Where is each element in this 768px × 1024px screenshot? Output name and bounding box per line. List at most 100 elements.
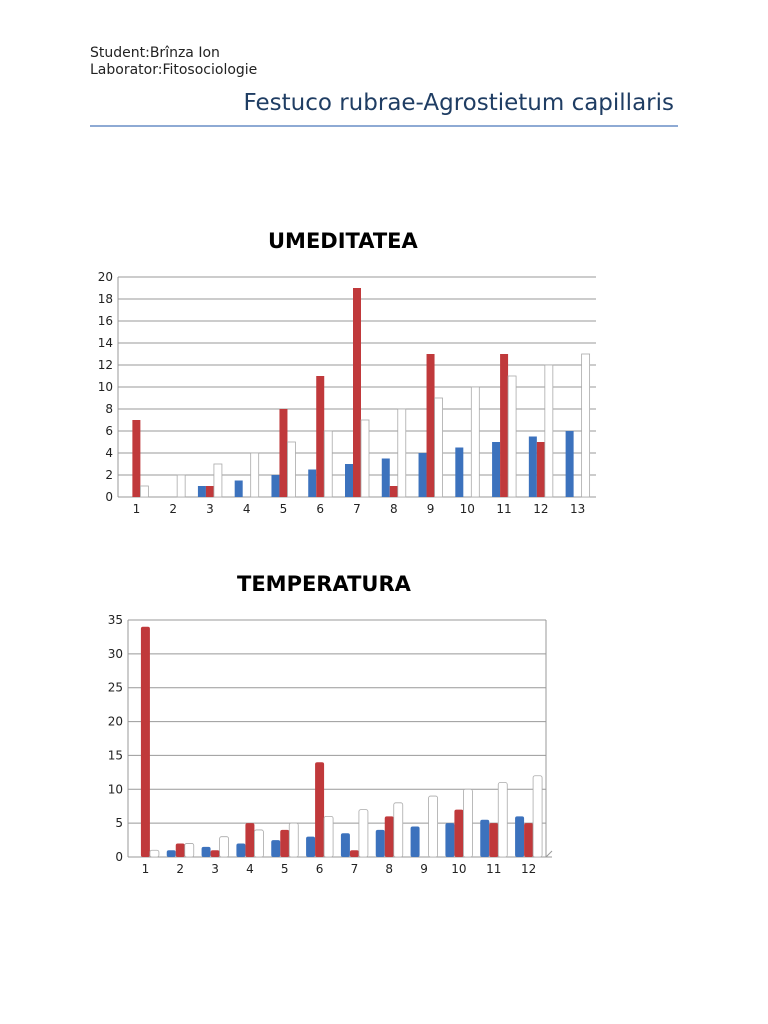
bar-series1 [197, 486, 206, 497]
x-tick-label: 8 [390, 502, 398, 516]
bar-series1 [418, 453, 427, 497]
bar-series3 [428, 795, 438, 858]
x-tick-label: 11 [496, 502, 511, 516]
bar-series1 [201, 846, 211, 857]
y-tick-label: 6 [105, 424, 113, 438]
x-tick-label: 4 [246, 862, 254, 876]
x-tick-label: 9 [420, 862, 428, 876]
document-title: Festuco rubrae-Agrostietum capillaris [243, 90, 675, 116]
bar-series2 [175, 843, 185, 857]
x-tick-label: 1 [142, 862, 150, 876]
bar-series3 [176, 474, 186, 498]
chart-floor-edge [545, 850, 553, 858]
bar-series3 [323, 430, 333, 498]
y-tick-label: 8 [105, 402, 113, 416]
bar-series3 [149, 849, 160, 858]
y-tick-label: 16 [98, 314, 113, 328]
bar-series1 [375, 829, 385, 857]
bar-series1 [528, 436, 537, 497]
y-tick-label: 30 [108, 647, 123, 661]
bar-series3 [358, 809, 369, 858]
y-tick-label: 12 [98, 358, 113, 372]
bar-series2 [353, 288, 361, 497]
chart-title-temperatura: TEMPERATURA [237, 572, 411, 596]
x-tick-label: 3 [211, 862, 219, 876]
bar-series1 [410, 826, 420, 857]
bar-series2 [245, 823, 255, 857]
y-tick-label: 14 [98, 336, 113, 350]
bar-series3 [532, 775, 543, 858]
bar-series1 [445, 823, 455, 857]
y-tick-label: 20 [108, 715, 123, 729]
bar-series2 [524, 823, 534, 857]
x-tick-label: 13 [570, 502, 585, 516]
bar-series1 [480, 819, 490, 857]
bar-series1 [340, 833, 350, 857]
bar-series1 [166, 850, 176, 857]
bar-series1 [492, 442, 501, 497]
x-tick-label: 1 [133, 502, 141, 516]
bar-series2 [426, 354, 435, 497]
bar-series2 [384, 816, 394, 857]
y-tick-label: 10 [98, 380, 113, 394]
bar-series2 [315, 762, 325, 857]
laboratory-name: Laborator:Fitosociologie [90, 62, 258, 78]
bar-series2 [279, 409, 288, 497]
bar-series1 [236, 843, 246, 857]
bar-series3 [507, 375, 517, 498]
title-divider [90, 125, 678, 127]
x-tick-label: 2 [176, 862, 184, 876]
bar-series3 [184, 843, 195, 858]
x-tick-label: 2 [169, 502, 177, 516]
x-tick-label: 6 [316, 862, 324, 876]
bar-series1 [565, 431, 574, 497]
y-tick-label: 0 [115, 850, 123, 864]
bar-series2 [389, 486, 398, 497]
x-tick-label: 10 [451, 862, 466, 876]
bar-series1 [271, 475, 280, 497]
x-tick-label: 12 [521, 862, 536, 876]
y-tick-label: 4 [105, 446, 113, 460]
bar-series1 [455, 447, 464, 497]
bar-series3 [323, 815, 334, 858]
bar-series3 [287, 441, 296, 498]
bar-series2 [489, 823, 499, 857]
bar-series1 [306, 836, 316, 857]
bar-series2 [280, 829, 290, 857]
y-tick-label: 2 [105, 468, 113, 482]
bar-series3 [288, 822, 299, 858]
bar-series3 [434, 397, 443, 498]
x-tick-label: 8 [385, 862, 393, 876]
bar-series2 [132, 420, 141, 497]
y-tick-label: 10 [108, 782, 123, 796]
bar-series2 [205, 486, 214, 497]
x-tick-label: 9 [427, 502, 435, 516]
bar-series3 [463, 788, 473, 858]
bar-series2 [316, 376, 325, 497]
x-tick-label: 3 [206, 502, 214, 516]
student-name: Student:Brînza Ion [90, 45, 220, 61]
bar-series3 [360, 419, 370, 498]
y-tick-label: 5 [115, 816, 123, 830]
bar-series3 [393, 802, 404, 858]
bar-series1 [515, 816, 525, 857]
bar-series3 [470, 386, 480, 498]
y-tick-label: 35 [108, 613, 123, 627]
bar-series3 [139, 485, 149, 498]
bar-series3 [219, 836, 229, 858]
bar-series1 [381, 458, 390, 497]
bar-series1 [271, 840, 281, 857]
x-tick-label: 4 [243, 502, 251, 516]
bar-series1 [308, 469, 317, 497]
bar-series2 [536, 442, 545, 497]
y-tick-label: 0 [105, 490, 113, 504]
bar-series3 [213, 463, 223, 498]
bar-series3 [581, 353, 591, 498]
bar-series3 [254, 829, 264, 858]
y-tick-label: 20 [98, 270, 113, 284]
x-tick-label: 10 [460, 502, 475, 516]
bar-series2 [210, 850, 220, 857]
bar-series1 [345, 464, 353, 497]
chart-title-umiditate: UMEDITATEA [268, 229, 418, 253]
